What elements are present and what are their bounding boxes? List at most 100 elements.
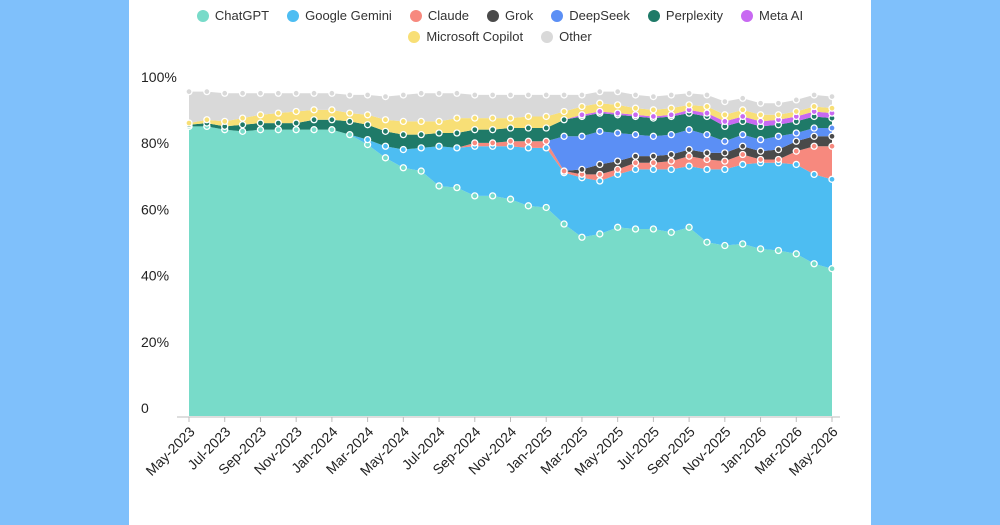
- data-point-other: [435, 89, 443, 97]
- data-point-deepseek: [560, 132, 568, 140]
- data-point-other: [417, 89, 425, 97]
- data-point-meta-ai: [578, 111, 586, 119]
- data-point-grok: [578, 165, 586, 174]
- data-point-perplexity: [560, 116, 568, 124]
- data-point-perplexity: [488, 126, 497, 134]
- legend-swatch: [287, 9, 300, 22]
- x-tick-label: May-2023: [142, 423, 197, 478]
- data-point-microsoft-copilot: [471, 114, 479, 122]
- y-tick-label: 40%: [141, 268, 169, 284]
- legend-swatch: [196, 9, 209, 22]
- legend-item-other[interactable]: Other: [541, 29, 592, 44]
- legend-swatch: [741, 9, 753, 22]
- data-point-perplexity: [417, 130, 425, 139]
- data-point-microsoft-copilot: [631, 104, 640, 112]
- data-point-microsoft-copilot: [506, 114, 515, 122]
- data-point-google-gemini: [417, 144, 425, 152]
- data-point-other: [721, 97, 729, 106]
- data-point-other: [203, 87, 211, 96]
- data-point-microsoft-copilot: [596, 99, 604, 107]
- data-point-chatgpt: [328, 126, 336, 134]
- data-point-microsoft-copilot: [756, 111, 765, 119]
- data-point-grok: [828, 132, 836, 140]
- legend-item-chatgpt[interactable]: ChatGPT: [196, 8, 269, 23]
- data-point-chatgpt: [417, 167, 425, 175]
- data-point-claude: [596, 170, 604, 179]
- data-point-other: [560, 91, 568, 99]
- data-point-perplexity: [506, 124, 515, 132]
- legend-item-google-gemini[interactable]: Google Gemini: [287, 8, 392, 23]
- data-point-microsoft-copilot: [685, 101, 693, 109]
- legend-swatch: [409, 9, 422, 22]
- data-point-microsoft-copilot: [667, 104, 675, 112]
- data-point-perplexity: [542, 124, 550, 132]
- data-point-chatgpt: [739, 240, 747, 248]
- data-point-chatgpt: [614, 223, 622, 231]
- data-point-google-gemini: [792, 160, 800, 169]
- data-point-other: [185, 87, 193, 96]
- data-point-microsoft-copilot: [256, 111, 265, 119]
- data-point-deepseek: [756, 135, 765, 144]
- legend-item-deepseek[interactable]: DeepSeek: [551, 8, 630, 23]
- legend-label: Grok: [505, 8, 534, 23]
- stacked-area-chart: 020%40%60%80%100%May-2023Jul-2023Sep-202…: [141, 69, 841, 479]
- data-point-other: [810, 91, 818, 99]
- legend-item-meta-ai[interactable]: Meta AI: [741, 8, 803, 23]
- data-point-chatgpt: [435, 182, 443, 190]
- data-point-other: [453, 89, 461, 97]
- data-point-chatgpt: [238, 127, 247, 135]
- y-tick-label: 80%: [141, 135, 169, 151]
- data-point-claude: [488, 139, 497, 147]
- data-point-other: [774, 99, 783, 107]
- data-point-microsoft-copilot: [614, 101, 622, 109]
- data-point-microsoft-copilot: [221, 117, 229, 126]
- data-point-claude: [649, 159, 658, 167]
- data-point-meta-ai: [614, 109, 622, 117]
- data-point-grok: [596, 160, 604, 169]
- data-point-chatgpt: [471, 192, 479, 200]
- legend-label: Claude: [427, 8, 470, 23]
- data-point-deepseek: [667, 130, 675, 139]
- data-point-perplexity: [471, 126, 479, 134]
- data-point-perplexity: [363, 121, 372, 129]
- data-point-other: [381, 92, 390, 101]
- data-point-chatgpt: [828, 265, 836, 273]
- legend-item-grok[interactable]: Grok: [487, 8, 533, 23]
- data-point-microsoft-copilot: [274, 109, 282, 117]
- area-other: [189, 91, 832, 124]
- legend-swatch: [487, 9, 500, 22]
- data-point-other: [596, 87, 604, 96]
- data-point-perplexity: [238, 121, 247, 129]
- data-point-other: [310, 89, 318, 97]
- data-point-chatgpt: [756, 245, 765, 253]
- data-point-microsoft-copilot: [381, 116, 390, 124]
- data-point-other: [221, 89, 229, 97]
- legend-item-perplexity[interactable]: Perplexity: [647, 8, 723, 23]
- data-point-deepseek: [703, 130, 711, 139]
- data-point-microsoft-copilot: [560, 107, 568, 116]
- legend-swatch: [408, 30, 421, 43]
- y-tick-label: 60%: [141, 201, 169, 217]
- data-point-google-gemini: [596, 177, 604, 185]
- data-point-google-gemini: [542, 144, 550, 152]
- data-point-deepseek: [578, 132, 586, 140]
- y-tick-label: 0: [141, 400, 149, 416]
- data-point-deepseek: [774, 132, 783, 140]
- legend-label: DeepSeek: [569, 8, 630, 23]
- data-point-chatgpt: [453, 183, 461, 192]
- data-point-other: [828, 92, 836, 101]
- data-point-claude: [524, 137, 533, 145]
- data-point-claude: [631, 159, 640, 167]
- data-point-google-gemini: [524, 144, 533, 152]
- data-point-microsoft-copilot: [774, 111, 783, 119]
- data-point-deepseek: [828, 124, 836, 132]
- data-point-grok: [756, 147, 765, 155]
- legend-item-claude[interactable]: Claude: [409, 8, 470, 23]
- legend-item-microsoft-copilot[interactable]: Microsoft Copilot: [408, 29, 523, 44]
- x-tick-group: May-2023: [142, 423, 197, 478]
- data-point-chatgpt: [774, 246, 783, 255]
- data-point-chatgpt: [810, 260, 818, 268]
- data-point-other: [792, 96, 800, 104]
- data-point-perplexity: [381, 127, 390, 135]
- data-point-claude: [667, 157, 675, 165]
